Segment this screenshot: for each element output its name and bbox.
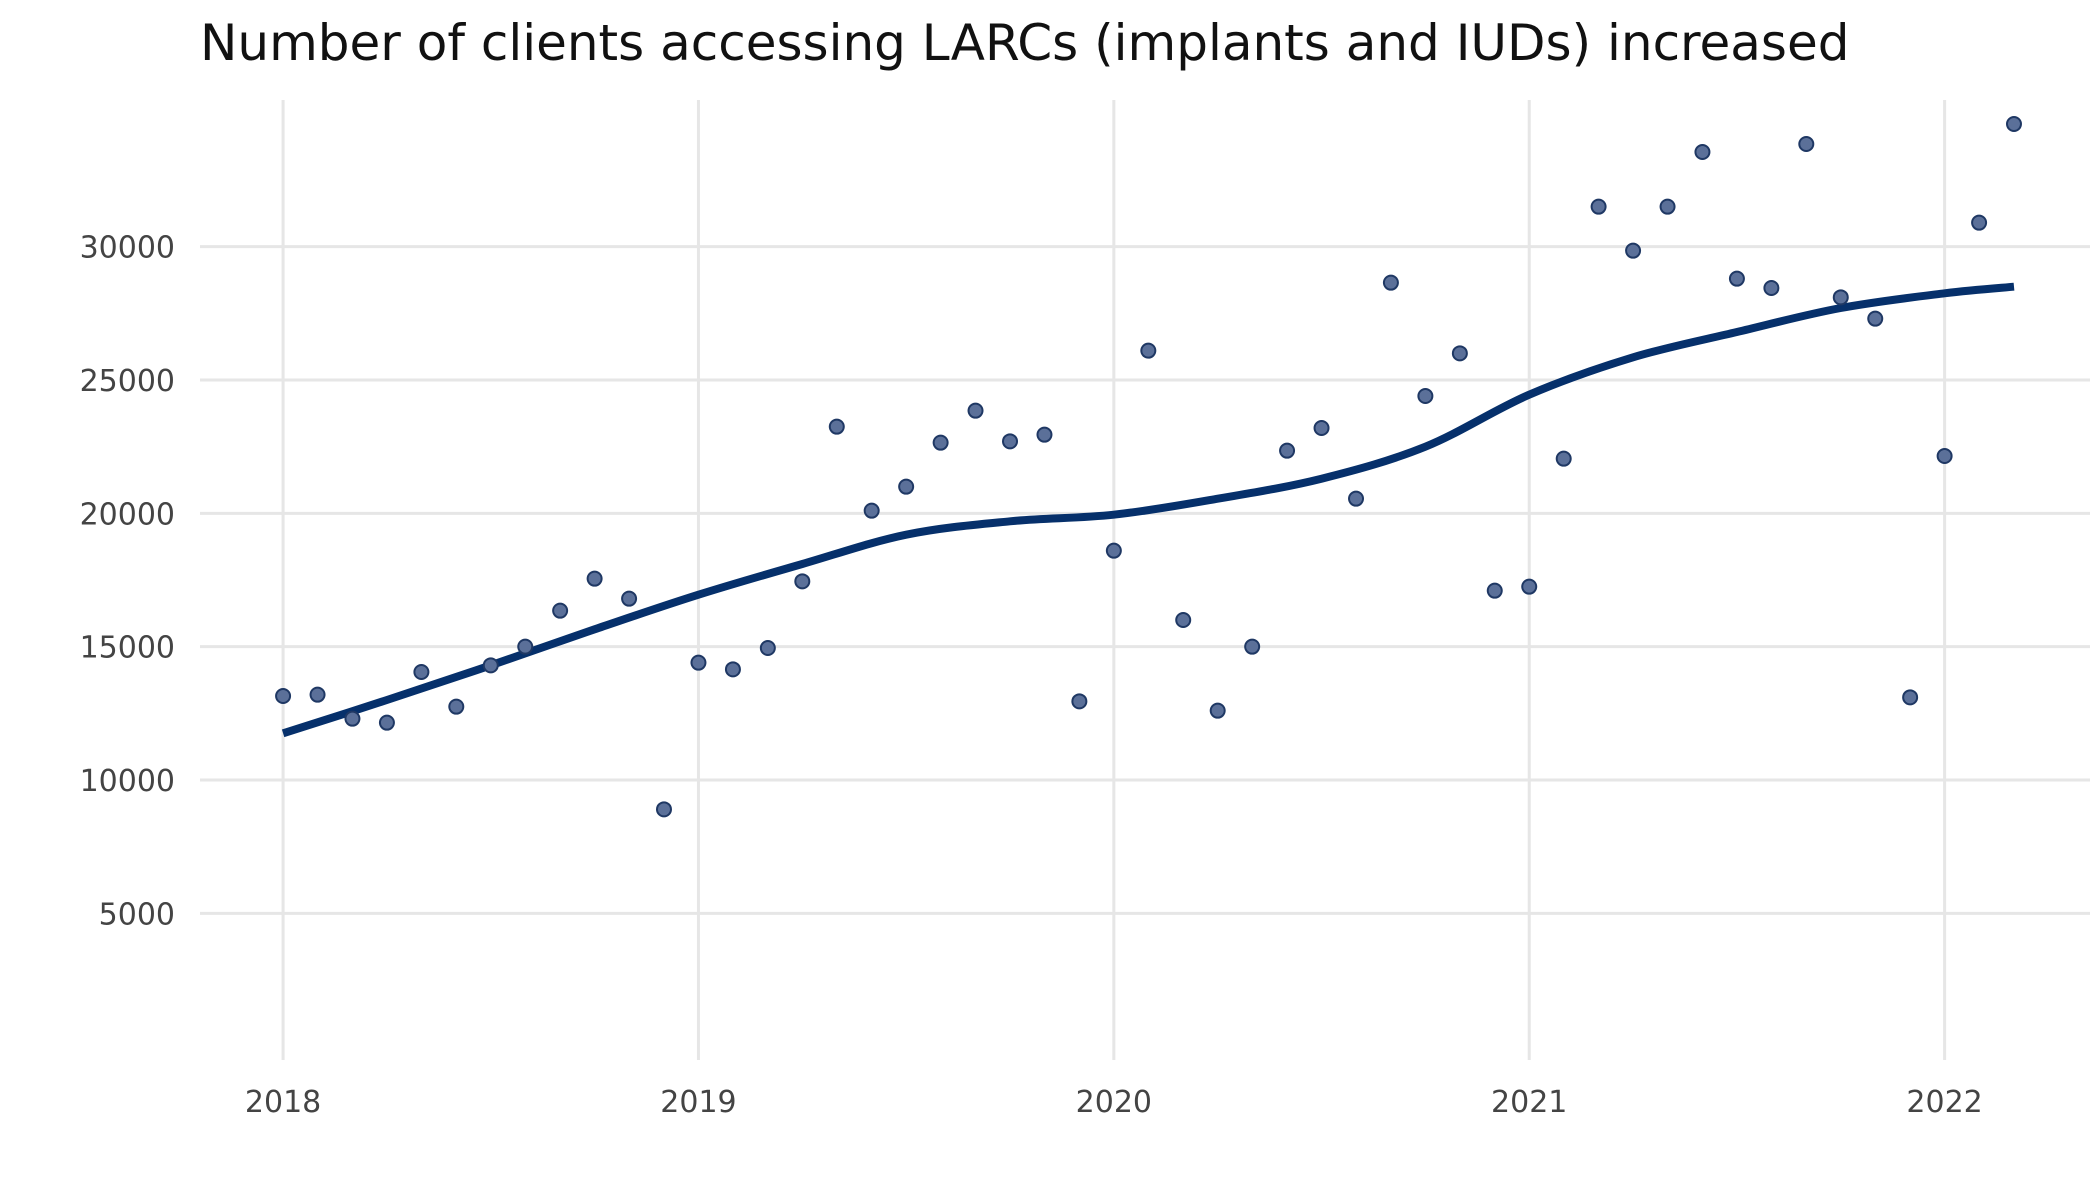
x-tick-label: 2022 <box>1906 1085 1982 1120</box>
data-point <box>1313 420 1330 436</box>
data-point <box>1451 345 1468 362</box>
data-point <box>275 688 292 704</box>
y-tick-label: 10000 <box>80 764 175 799</box>
y-tick-label: 30000 <box>80 231 175 266</box>
data-point <box>1728 270 1745 287</box>
data-point <box>517 638 534 655</box>
data-point <box>1071 693 1088 710</box>
data-point <box>1936 448 1953 464</box>
chart-title: Number of clients accessing LARCs (impla… <box>200 14 1849 72</box>
data-point <box>1348 490 1365 507</box>
x-tick-label: 2020 <box>1076 1085 1152 1120</box>
data-point <box>1832 289 1849 306</box>
data-point <box>1279 442 1296 459</box>
data-point <box>1002 433 1018 450</box>
data-point <box>1555 450 1572 467</box>
data-point <box>828 418 845 435</box>
data-point <box>1036 426 1053 443</box>
data-point <box>1763 280 1780 296</box>
data-point <box>2005 116 2022 132</box>
grid <box>200 100 2090 1060</box>
data-point <box>586 570 603 587</box>
data-point <box>621 590 638 607</box>
y-tick-label: 20000 <box>80 497 175 532</box>
data-point <box>1590 198 1607 215</box>
data-points <box>275 116 2022 818</box>
data-point <box>1244 638 1261 655</box>
data-point <box>1902 689 1919 706</box>
trend-line <box>281 282 2015 738</box>
data-point <box>759 640 776 656</box>
data-point <box>1971 214 1988 231</box>
data-point <box>309 686 326 703</box>
data-point <box>1175 612 1192 628</box>
data-point <box>794 573 811 590</box>
data-point <box>413 664 430 680</box>
data-point <box>1486 582 1503 599</box>
y-tick-label: 5000 <box>99 897 175 932</box>
data-point <box>1382 274 1399 291</box>
trend-line-layer <box>281 282 2015 738</box>
data-point <box>482 657 499 674</box>
data-point <box>863 502 880 519</box>
x-tick-label: 2018 <box>245 1085 321 1120</box>
data-point <box>967 402 984 419</box>
y-axis-ticks: 5000 10000 15000 20000 25000 30000 <box>80 231 175 933</box>
x-tick-label: 2021 <box>1491 1085 1567 1120</box>
data-point <box>378 714 395 731</box>
data-point <box>898 478 915 495</box>
data-point <box>552 602 569 619</box>
data-point <box>1140 342 1157 359</box>
y-tick-label: 15000 <box>80 631 175 666</box>
data-point <box>1417 388 1434 404</box>
x-tick-label: 2019 <box>660 1085 736 1120</box>
data-point <box>344 710 361 727</box>
data-point <box>1798 136 1815 152</box>
data-point <box>932 434 949 451</box>
y-tick-label: 25000 <box>80 364 175 399</box>
data-point <box>1209 702 1226 719</box>
data-point <box>1521 578 1538 595</box>
data-point <box>1867 310 1884 327</box>
data-point <box>1625 242 1642 259</box>
data-point <box>1105 542 1122 559</box>
data-point <box>724 661 741 678</box>
data-point <box>1659 198 1676 215</box>
data-point <box>655 801 672 818</box>
x-axis-ticks: 2018 2019 2020 2021 2022 <box>245 1085 1983 1120</box>
data-point <box>690 654 707 671</box>
data-point <box>1694 144 1711 160</box>
data-point <box>448 698 465 715</box>
